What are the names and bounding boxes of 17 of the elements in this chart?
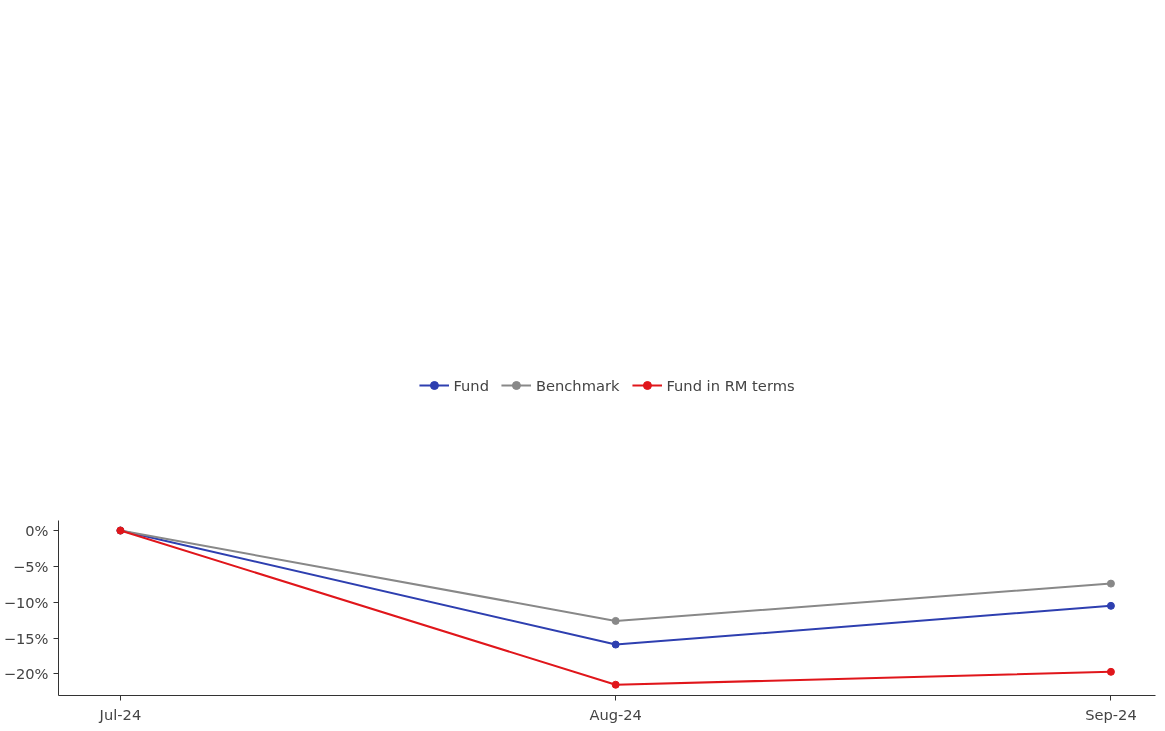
point bbox=[1106, 579, 1115, 588]
x-tick-label: Sep-24 bbox=[1085, 705, 1137, 723]
y-tick-label: −20% bbox=[3, 665, 49, 683]
y-tick-label: 0% bbox=[25, 522, 49, 540]
point bbox=[611, 640, 620, 649]
point bbox=[1106, 601, 1115, 610]
point bbox=[1106, 667, 1115, 676]
y-tick-label: −10% bbox=[3, 593, 49, 611]
legend-label: Benchmark bbox=[535, 376, 620, 394]
point bbox=[611, 680, 620, 689]
x-tick-label: Aug-24 bbox=[589, 705, 642, 723]
point bbox=[611, 616, 620, 625]
y-tick-label: −15% bbox=[3, 629, 49, 647]
x-tick-label: Jul-24 bbox=[98, 705, 142, 723]
legend-label: Fund in RM terms bbox=[666, 376, 795, 394]
y-tick-label: −5% bbox=[12, 557, 49, 575]
legend-label: Fund bbox=[453, 376, 489, 394]
